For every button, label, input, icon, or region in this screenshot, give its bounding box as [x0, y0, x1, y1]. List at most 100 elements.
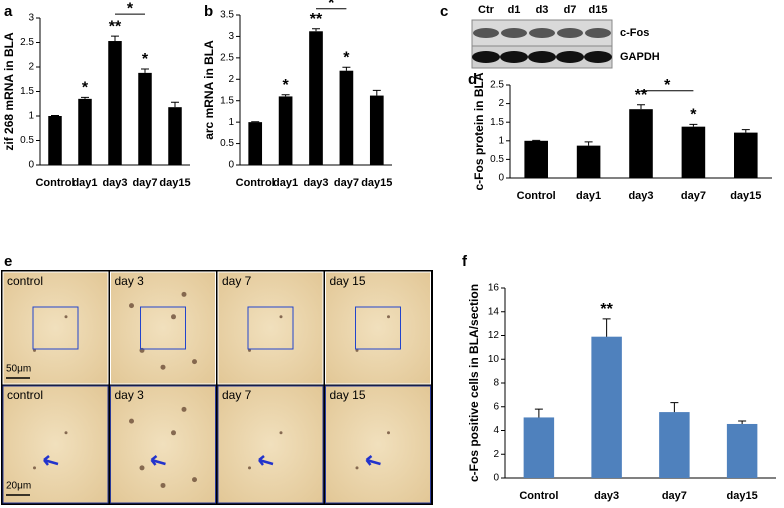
y-tick-label: 14 — [488, 306, 500, 317]
x-tick-label: day7 — [334, 177, 359, 189]
micrograph-label: day 3 — [115, 388, 145, 402]
micrograph — [217, 385, 324, 504]
x-tick-label: day7 — [662, 490, 687, 502]
band-label: GAPDH — [620, 51, 660, 63]
error-bar — [741, 129, 750, 133]
bar — [168, 107, 182, 165]
blot-band — [585, 28, 611, 38]
blot-band — [557, 28, 583, 38]
cell — [139, 465, 145, 471]
y-tick-label: 0 — [228, 160, 234, 171]
bar — [524, 140, 548, 178]
cell — [355, 466, 359, 470]
micrograph-label: control — [7, 388, 43, 402]
cell — [387, 431, 390, 435]
cell — [192, 477, 197, 483]
blot-band — [529, 28, 555, 38]
y-tick-label: 2.5 — [220, 52, 234, 63]
cell — [64, 315, 68, 319]
y-tick-label: 2 — [28, 62, 34, 73]
micrograph-label: day 3 — [115, 274, 145, 288]
y-tick-label: 0 — [28, 160, 34, 171]
y-tick-label: 0.5 — [20, 135, 34, 146]
significance: ** — [109, 18, 122, 35]
y-tick-label: 16 — [488, 283, 500, 294]
cell — [387, 315, 390, 319]
lane-label: d7 — [564, 4, 577, 16]
panel-letter: a — [4, 3, 13, 20]
y-axis-label: c-Fos protein in BLA — [472, 72, 486, 190]
error-bar — [372, 89, 381, 96]
arrow — [258, 455, 274, 466]
arrow — [150, 455, 166, 466]
micrograph — [2, 271, 109, 385]
y-tick-label: 2 — [493, 449, 499, 460]
bar — [629, 109, 653, 178]
y-tick-label: 10 — [488, 354, 500, 365]
cell — [279, 431, 283, 435]
comparison-label: * — [664, 77, 671, 94]
micrograph — [325, 271, 431, 385]
error-bar — [111, 35, 119, 42]
y-tick-label: 0 — [493, 473, 499, 484]
error-bar — [584, 141, 593, 146]
y-axis-label: arc mRNA in BLA — [202, 40, 216, 140]
x-tick-label: day15 — [159, 177, 190, 189]
x-tick-label: day15 — [727, 490, 758, 502]
y-tick-label: 1 — [28, 111, 34, 122]
significance: * — [343, 50, 350, 67]
panel-letter: e — [4, 253, 12, 270]
bar — [523, 417, 555, 478]
cell — [160, 364, 166, 370]
y-tick-label: 1 — [498, 135, 504, 146]
x-tick-label: day1 — [576, 190, 601, 202]
error-bar — [342, 66, 351, 71]
y-tick-label: 4 — [493, 425, 499, 436]
bar — [369, 95, 384, 165]
micrograph — [325, 385, 431, 504]
x-tick-label: Control — [517, 190, 556, 202]
error-bar — [81, 96, 89, 99]
arrow — [43, 455, 59, 466]
scale-bar-label: 20μm — [6, 481, 31, 492]
bar — [659, 412, 690, 478]
error-bar — [637, 104, 645, 110]
bar — [309, 31, 323, 165]
y-tick-label: 12 — [488, 330, 500, 341]
significance: * — [142, 51, 149, 68]
micrograph-label: control — [7, 274, 43, 288]
y-tick-label: 0.5 — [490, 154, 504, 165]
arrow — [365, 455, 381, 466]
x-tick-label: day15 — [730, 190, 761, 202]
error-bar — [312, 28, 320, 32]
roi-box — [32, 306, 79, 350]
blot-band — [500, 51, 528, 63]
y-tick-label: 2 — [228, 74, 234, 85]
y-tick-label: 3 — [28, 13, 34, 24]
y-tick-label: 3.5 — [220, 10, 234, 21]
x-tick-label: day1 — [72, 177, 97, 189]
micrograph — [2, 385, 109, 504]
cell — [64, 431, 68, 435]
y-axis-label: zif 268 mRNA in BLA — [2, 32, 16, 151]
x-tick-label: Control — [519, 490, 558, 502]
cell — [355, 348, 359, 352]
micrograph-label: day 15 — [330, 274, 366, 288]
cell — [279, 315, 283, 319]
x-tick-label: Control — [236, 177, 275, 189]
y-tick-label: 6 — [493, 401, 499, 412]
comparison-label: * — [127, 0, 134, 17]
x-tick-label: day3 — [102, 177, 127, 189]
x-tick-label: day7 — [132, 177, 157, 189]
lane-label: d1 — [508, 4, 521, 16]
cell — [192, 359, 197, 365]
bar — [48, 116, 62, 165]
y-tick-label: 0.5 — [220, 138, 234, 149]
y-tick-label: 1.5 — [220, 95, 234, 106]
bar — [681, 126, 706, 178]
roi-box — [355, 306, 401, 350]
band-label: c-Fos — [620, 27, 649, 39]
error-bar — [602, 318, 611, 337]
error-bar — [281, 94, 290, 97]
y-tick-label: 1.5 — [490, 117, 504, 128]
